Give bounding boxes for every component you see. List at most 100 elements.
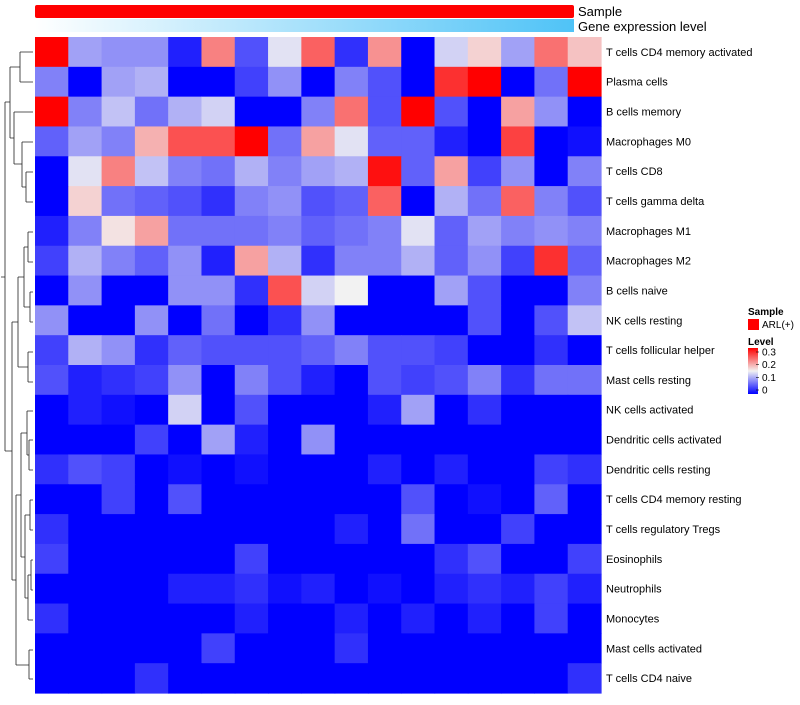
heatmap-cell: [367, 66, 402, 98]
heatmap-cell: [68, 275, 103, 306]
heatmap-cell: [367, 305, 402, 336]
heatmap-cell: [334, 96, 369, 128]
heatmap-cell: [567, 37, 602, 68]
heatmap-cell: [501, 394, 536, 426]
heatmap-cell: [367, 514, 402, 545]
heatmap-cell: [134, 126, 169, 157]
heatmap-cell: [35, 215, 69, 247]
heatmap-cell: [567, 633, 602, 664]
heatmap-cell: [534, 573, 569, 605]
heatmap-cell: [501, 454, 536, 485]
heatmap-cell: [101, 126, 136, 157]
heatmap-cell: [268, 245, 302, 277]
heatmap-cell: [68, 573, 103, 605]
heatmap-cell: [268, 454, 302, 485]
heatmap-cell: [434, 96, 469, 128]
heatmap-cell: [467, 245, 502, 277]
heatmap-cell: [567, 454, 602, 485]
row-label: T cells follicular helper: [606, 345, 715, 357]
heatmap-cell: [301, 663, 336, 694]
heatmap-cell: [534, 514, 569, 545]
heatmap-cell: [101, 543, 136, 575]
heatmap-cell: [234, 335, 269, 366]
heatmap-cell: [434, 37, 469, 68]
heatmap-cell: [401, 126, 436, 157]
heatmap-cell: [201, 335, 236, 366]
heatmap-cell: [68, 156, 103, 187]
heatmap-cell: [168, 245, 203, 277]
heatmap-cell: [201, 365, 236, 396]
heatmap-cell: [434, 454, 469, 485]
heatmap-cell: [234, 454, 269, 485]
row-label: Dendritic cells resting: [606, 464, 711, 476]
heatmap-cell: [168, 96, 203, 128]
heatmap-cell: [434, 484, 469, 515]
row-label: B cells memory: [606, 107, 682, 119]
dendrogram-branch: [5, 51, 33, 203]
heatmap-cell: [301, 96, 336, 128]
row-label: Macrophages M1: [606, 226, 691, 238]
heatmap-cell: [401, 573, 436, 605]
heatmap-cell: [68, 633, 103, 664]
heatmap-cell: [68, 245, 103, 277]
heatmap-cell: [501, 484, 536, 515]
heatmap-cell: [434, 603, 469, 634]
heatmap-cell: [334, 484, 369, 515]
heatmap-cell: [168, 126, 203, 157]
heatmap-cell: [268, 603, 302, 634]
heatmap-cell: [301, 543, 336, 575]
heatmap-cell: [68, 305, 103, 336]
heatmap-cell: [201, 603, 236, 634]
heatmap-cell: [35, 275, 69, 306]
heatmap-cells: [35, 37, 602, 694]
heatmap-cell: [434, 424, 469, 456]
row-label: T cells regulatory Tregs: [606, 524, 721, 536]
heatmap-cell: [301, 335, 336, 366]
heatmap-cell: [567, 156, 602, 187]
heatmap-cell: [35, 424, 69, 456]
heatmap-cell: [268, 66, 302, 98]
heatmap-cell: [268, 275, 302, 306]
heatmap-cell: [501, 215, 536, 247]
heatmap-cell: [401, 514, 436, 545]
heatmap-cell: [501, 514, 536, 545]
heatmap-cell: [467, 633, 502, 664]
heatmap-cell: [201, 66, 236, 98]
heatmap-cell: [234, 394, 269, 426]
heatmap-cell: [334, 215, 369, 247]
heatmap-cell: [134, 156, 169, 187]
heatmap-cell: [567, 186, 602, 217]
heatmap-cell: [401, 186, 436, 217]
heatmap-cell: [534, 156, 569, 187]
heatmap-cell: [168, 603, 203, 634]
heatmap-cell: [334, 126, 369, 157]
heatmap-cell: [168, 186, 203, 217]
heatmap-cell: [301, 186, 336, 217]
heatmap-cell: [35, 454, 69, 485]
heatmap-cell: [501, 96, 536, 128]
heatmap-cell: [201, 275, 236, 306]
heatmap-cell: [401, 215, 436, 247]
heatmap-cell: [401, 365, 436, 396]
heatmap-cell: [501, 305, 536, 336]
heatmap-cell: [301, 484, 336, 515]
heatmap-cell: [467, 275, 502, 306]
heatmap-cell: [534, 543, 569, 575]
heatmap-cell: [534, 275, 569, 306]
heatmap-cell: [567, 96, 602, 128]
heatmap-cell: [501, 335, 536, 366]
heatmap-cell: [401, 37, 436, 68]
heatmap-cell: [134, 573, 169, 605]
heatmap-cell: [301, 66, 336, 98]
heatmap-cell: [35, 573, 69, 605]
heatmap-cell: [467, 126, 502, 157]
row-label: Neutrophils: [606, 584, 662, 596]
heatmap-cell: [501, 275, 536, 306]
heatmap-cell: [334, 156, 369, 187]
heatmap-cell: [68, 394, 103, 426]
heatmap-cell: [234, 186, 269, 217]
heatmap-cell: [101, 186, 136, 217]
heatmap-cell: [268, 514, 302, 545]
heatmap-cell: [134, 484, 169, 515]
